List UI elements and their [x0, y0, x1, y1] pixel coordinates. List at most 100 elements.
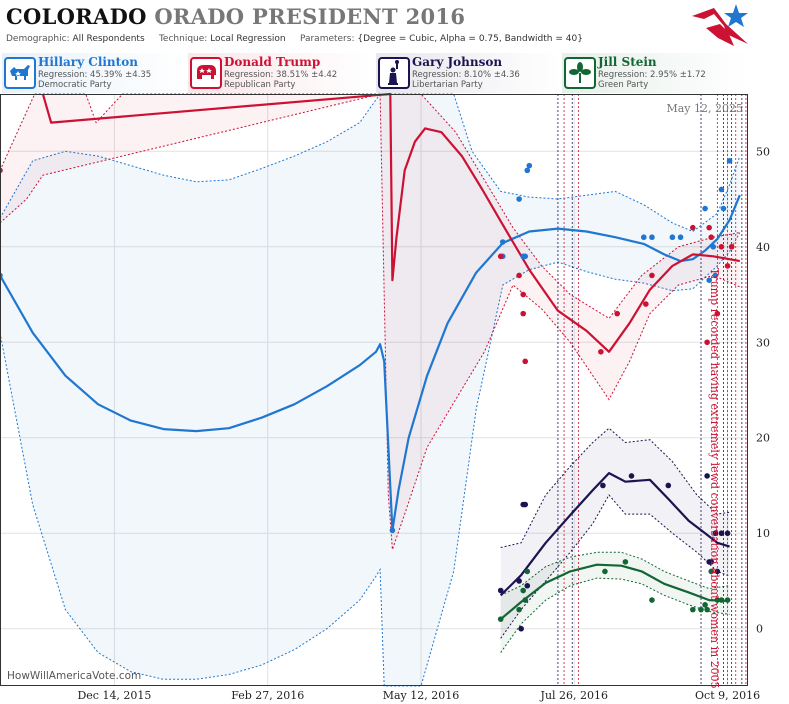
event-annotation: Trump recorded having extremely lewd con…: [708, 268, 721, 689]
stars-stripes-logo-icon: [692, 4, 748, 46]
candidate-party: Libertarian Party: [412, 80, 483, 90]
trump-poll-point: [708, 234, 715, 241]
y-tick-label: 50: [756, 145, 770, 158]
trump-poll-point: [643, 301, 649, 307]
johnson-poll-point: [712, 530, 719, 537]
candidate-name: Donald Trump: [224, 55, 321, 69]
clinton-poll-point: [526, 162, 533, 169]
candidate-party: Green Party: [598, 80, 649, 90]
johnson-poll-point: [524, 582, 531, 589]
legend-item-stein: Jill Stein Regression: 2.95% ±1.72 Green…: [562, 53, 747, 93]
johnson-poll-point: [522, 501, 529, 508]
johnson-poll-point: [600, 482, 606, 489]
title-state: COLORADO: [6, 4, 147, 29]
page-title: COLORADO ORADO PRESIDENT 2016: [6, 4, 465, 29]
stein-poll-point: [708, 568, 715, 575]
clinton-poll-point: [522, 253, 529, 260]
legend-item-clinton: Hillary Clinton Regression: 45.39% ±4.35…: [2, 53, 187, 93]
clinton-poll-point: [669, 234, 676, 241]
stein-poll-point: [690, 606, 696, 613]
x-tick-label: Oct 9, 2016: [695, 689, 760, 702]
trump-upper-bound: [0, 93, 740, 320]
confidence-bands: [0, 93, 741, 687]
clinton-poll-point: [726, 158, 733, 164]
stein-poll-point: [702, 602, 708, 608]
clinton-poll-point: [712, 272, 719, 279]
candidate-regression: Regression: 38.51% ±4.42: [224, 70, 338, 80]
trump-poll-point: [598, 349, 604, 355]
johnson-poll-point: [704, 473, 710, 479]
demographic-label: Demographic:: [6, 34, 70, 44]
poll-points: [0, 158, 735, 632]
y-tick-label: 0: [756, 623, 763, 636]
trump-poll-point: [724, 263, 731, 269]
clinton-band-fill: [0, 94, 740, 686]
candidate-regression: Regression: 45.39% ±4.35: [38, 70, 152, 80]
technique-label: Technique:: [158, 34, 208, 44]
y-tick-label: 20: [756, 432, 770, 445]
johnson-poll-point: [518, 625, 524, 632]
trump-poll-point: [690, 224, 696, 231]
stein-poll-point: [497, 616, 504, 622]
clinton-poll-point: [718, 186, 725, 193]
trump-poll-point: [649, 272, 655, 279]
y-tick-label: 40: [756, 241, 770, 254]
clinton-poll-point: [524, 167, 531, 174]
stein-lower-bound: [500, 577, 730, 653]
trump-poll-point: [522, 358, 529, 365]
stein-poll-point: [524, 568, 531, 575]
johnson-lower-bound: [500, 494, 730, 639]
candidate-regression: Regression: 2.95% ±1.72: [598, 70, 706, 80]
clinton-poll-point: [389, 527, 396, 534]
legend-item-johnson: Gary Johnson Regression: 8.10% ±4.36 Lib…: [376, 53, 561, 93]
parameters-value: {Degree = Cubic, Alpha = 0.75, Bandwidth…: [357, 34, 583, 44]
donkey-icon: [4, 57, 36, 89]
parameters-line: Demographic: All Respondents Technique: …: [6, 34, 583, 44]
date-stamp: May 12, 2025: [666, 102, 743, 115]
johnson-poll-point: [665, 482, 672, 489]
johnson-poll-point: [516, 578, 522, 584]
clinton-poll-point: [499, 239, 506, 245]
stein-poll-point: [622, 559, 629, 565]
x-tick-label: Feb 27, 2016: [231, 689, 304, 702]
johnson-poll-point: [628, 473, 635, 479]
clinton-poll-point: [640, 234, 647, 241]
event-lines: [557, 94, 747, 686]
statue-of-liberty-icon: [378, 57, 410, 89]
candidate-legend: Hillary Clinton Regression: 45.39% ±4.35…: [0, 53, 789, 93]
johnson-poll-point: [714, 568, 721, 575]
stein-poll-point: [714, 597, 721, 603]
trump-poll-point: [718, 243, 725, 250]
stein-poll-point: [520, 587, 526, 594]
regression-lines: [0, 92, 741, 621]
candidate-name: Hillary Clinton: [38, 55, 138, 69]
elephant-icon: [190, 57, 222, 89]
stein-regression-line: [499, 563, 730, 621]
chart-header: COLORADO ORADO PRESIDENT 2016 Demographi…: [0, 0, 789, 50]
clinton-poll-point: [649, 234, 655, 241]
y-tick-label: 10: [756, 527, 770, 540]
johnson-regression-line: [499, 472, 730, 597]
parameters-label: Parameters:: [299, 34, 355, 44]
technique-value: Local Regression: [210, 34, 286, 44]
legend-item-trump: Donald Trump Regression: 38.51% ±4.42 Re…: [188, 53, 373, 93]
johnson-poll-point: [497, 587, 504, 594]
johnson-poll-point: [708, 559, 715, 565]
stein-poll-point: [522, 597, 529, 603]
johnson-poll-point: [718, 530, 725, 537]
axes: Dec 14, 2015 Feb 27, 2016 May 12, 2016 Jul …: [77, 145, 770, 702]
clinton-poll-point: [677, 234, 684, 241]
title-race: ORADO PRESIDENT 2016: [154, 4, 466, 29]
demographic-value: All Respondents: [72, 34, 145, 44]
johnson-band-fill: [500, 428, 730, 639]
candidate-party: Democratic Party: [38, 80, 112, 90]
y-tick-label: 30: [756, 336, 770, 349]
clinton-poll-point: [720, 205, 727, 212]
stein-poll-point: [516, 606, 522, 613]
plot-frame: [0, 94, 748, 686]
clinton-regression-line: [0, 194, 741, 532]
trump-poll-point: [497, 253, 504, 260]
trump-poll-point: [520, 310, 526, 317]
trump-poll-point: [520, 291, 526, 298]
